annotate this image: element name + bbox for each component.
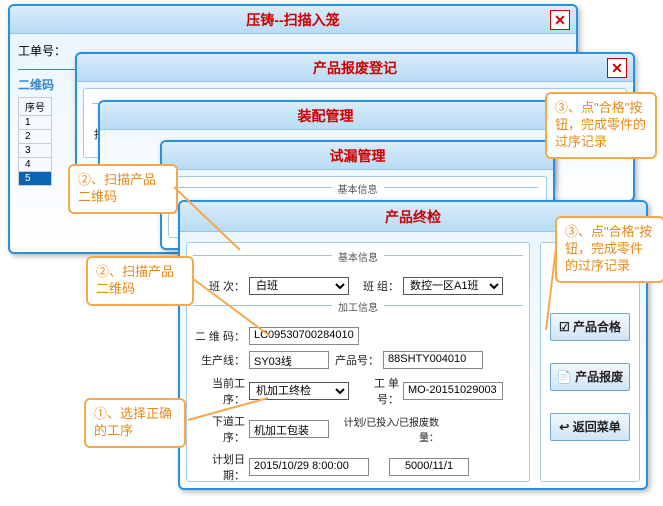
- callout-2-upper: ②、扫描产品二维码: [68, 164, 178, 214]
- curproc-select[interactable]: 机加工终检: [249, 382, 349, 400]
- scrap-label: 产品报废: [575, 370, 623, 384]
- check-icon: ☑: [559, 320, 570, 334]
- table-row[interactable]: 1: [19, 116, 52, 130]
- doc-icon: 📄: [557, 370, 572, 384]
- label-team: 班 组：: [349, 278, 399, 294]
- main-body: 基本信息 班 次： 白班 班 组： 数控一区A1班 加工信息 二 维 码： LC…: [186, 242, 530, 482]
- title-assembly: 装配管理: [298, 108, 354, 124]
- titlebar-scan: 压铸--扫描入笼 ✕: [10, 6, 576, 34]
- group-label: 基本信息: [332, 185, 384, 196]
- plan-value: 5000/11/1: [389, 458, 469, 476]
- qr-input[interactable]: LC09530700284010: [249, 327, 359, 345]
- titlebar-scrap: 产品报废登记 ✕: [77, 54, 633, 82]
- label-plandate: 计划日期：: [193, 451, 245, 483]
- callout-1: ①、选择正确的工序: [84, 398, 186, 448]
- table-row[interactable]: 5: [19, 172, 52, 186]
- pass-button[interactable]: ☑ 产品合格: [550, 313, 630, 341]
- prodno-value: 88SHTY004010: [383, 351, 483, 369]
- seq-table: 序号 1 2 3 4 5: [18, 97, 52, 186]
- shift-select[interactable]: 白班: [249, 277, 349, 295]
- label-prodno: 产品号：: [329, 352, 379, 368]
- team-select[interactable]: 数控一区A1班: [403, 277, 503, 295]
- col-header: 序号: [19, 98, 52, 116]
- label-shift: 班 次：: [193, 278, 245, 294]
- back-label: 返回菜单: [573, 420, 621, 434]
- titlebar-assembly: 装配管理: [100, 102, 551, 130]
- title-leaktest: 试漏管理: [330, 148, 386, 164]
- group-proc-label: 加工信息: [332, 303, 384, 314]
- label-curproc: 当前工序：: [193, 375, 245, 407]
- nextproc-value: 机加工包装: [249, 420, 329, 438]
- workorder-value: MO-20151029003: [403, 382, 503, 400]
- title-scan: 压铸--扫描入笼: [246, 12, 339, 28]
- titlebar-leaktest: 试漏管理: [162, 142, 553, 170]
- table-row[interactable]: 4: [19, 158, 52, 172]
- label-qr: 二 维 码：: [193, 328, 245, 344]
- label-line: 生产线：: [193, 352, 245, 368]
- group-basic-label: 基本信息: [332, 253, 384, 264]
- back-button[interactable]: ↩ 返回菜单: [550, 413, 630, 441]
- table-row[interactable]: 3: [19, 144, 52, 158]
- callout-3-upper: ③、点"合格"按钮，完成零件的过序记录: [545, 92, 657, 159]
- table-row[interactable]: 2: [19, 130, 52, 144]
- callout-2: ②、扫描产品二维码: [86, 256, 194, 306]
- back-icon: ↩: [559, 420, 569, 434]
- close-icon[interactable]: ✕: [550, 10, 570, 30]
- title-scrap: 产品报废登记: [313, 60, 397, 76]
- label-plan: 计划/已投入/已报废数量：: [329, 414, 439, 444]
- label-nextproc: 下道工序：: [193, 413, 245, 445]
- label-workorder: 工 单 号：: [349, 375, 399, 407]
- pass-label: 产品合格: [573, 320, 621, 334]
- title-finalcheck: 产品终检: [385, 209, 441, 225]
- plandate-value: 2015/10/29 8:00:00: [249, 458, 369, 476]
- line-value: SY03线: [249, 351, 329, 369]
- callout-3: ③、点"合格"按钮，完成零件的过序记录: [555, 216, 663, 283]
- scrap-button[interactable]: 📄 产品报废: [550, 363, 630, 391]
- close-icon[interactable]: ✕: [607, 58, 627, 78]
